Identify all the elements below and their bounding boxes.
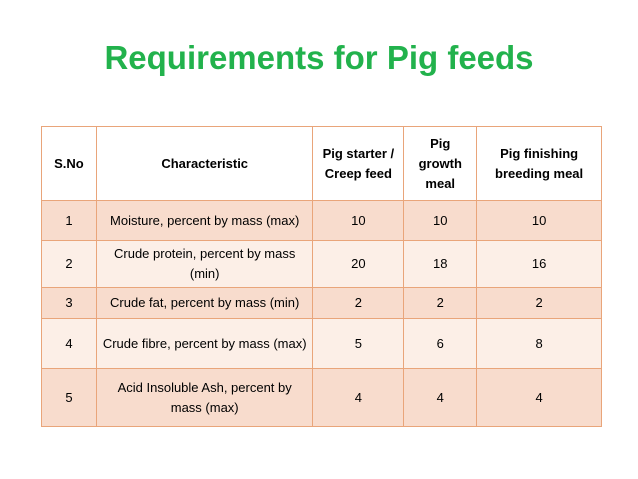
cell-pig-growth: 6: [403, 318, 478, 369]
cell-pig-starter: 10: [312, 200, 405, 241]
cell-sno: 4: [41, 318, 97, 369]
cell-characteristic: Crude protein, percent by mass (min): [95, 240, 314, 288]
cell-pig-growth: 10: [403, 200, 478, 241]
header-characteristic: Characteristic: [95, 126, 314, 201]
table-row: 1 Moisture, percent by mass (max) 10 10 …: [41, 200, 602, 241]
header-sno: S.No: [41, 126, 97, 201]
cell-sno: 3: [41, 287, 97, 319]
table-row: 5 Acid Insoluble Ash, percent by mass (m…: [41, 368, 602, 427]
cell-pig-growth: 18: [403, 240, 478, 288]
cell-pig-growth: 4: [403, 368, 478, 427]
cell-pig-finishing: 2: [476, 287, 602, 319]
cell-pig-starter: 20: [312, 240, 405, 288]
cell-pig-finishing: 8: [476, 318, 602, 369]
cell-pig-starter: 4: [312, 368, 405, 427]
cell-pig-starter: 5: [312, 318, 405, 369]
cell-characteristic: Crude fibre, percent by mass (max): [95, 318, 314, 369]
cell-characteristic: Acid Insoluble Ash, percent by mass (max…: [95, 368, 314, 427]
cell-sno: 2: [41, 240, 97, 288]
table-row: 2 Crude protein, percent by mass (min) 2…: [41, 240, 602, 288]
cell-sno: 5: [41, 368, 97, 427]
cell-characteristic: Crude fat, percent by mass (min): [95, 287, 314, 319]
cell-pig-growth: 2: [403, 287, 478, 319]
cell-pig-finishing: 16: [476, 240, 602, 288]
table-header-row: S.No Characteristic Pig starter / Creep …: [41, 126, 602, 201]
table-row: 4 Crude fibre, percent by mass (max) 5 6…: [41, 318, 602, 369]
header-pig-finishing: Pig finishing breeding meal: [476, 126, 602, 201]
header-pig-starter: Pig starter / Creep feed: [312, 126, 405, 201]
cell-pig-finishing: 10: [476, 200, 602, 241]
table-row: 3 Crude fat, percent by mass (min) 2 2 2: [41, 287, 602, 319]
page-title: Requirements for Pig feeds: [104, 39, 534, 76]
header-pig-growth: Pig growth meal: [403, 126, 478, 201]
cell-pig-finishing: 4: [476, 368, 602, 427]
cell-pig-starter: 2: [312, 287, 405, 319]
cell-characteristic: Moisture, percent by mass (max): [95, 200, 314, 241]
feed-requirements-table: S.No Characteristic Pig starter / Creep …: [41, 126, 602, 427]
cell-sno: 1: [41, 200, 97, 241]
